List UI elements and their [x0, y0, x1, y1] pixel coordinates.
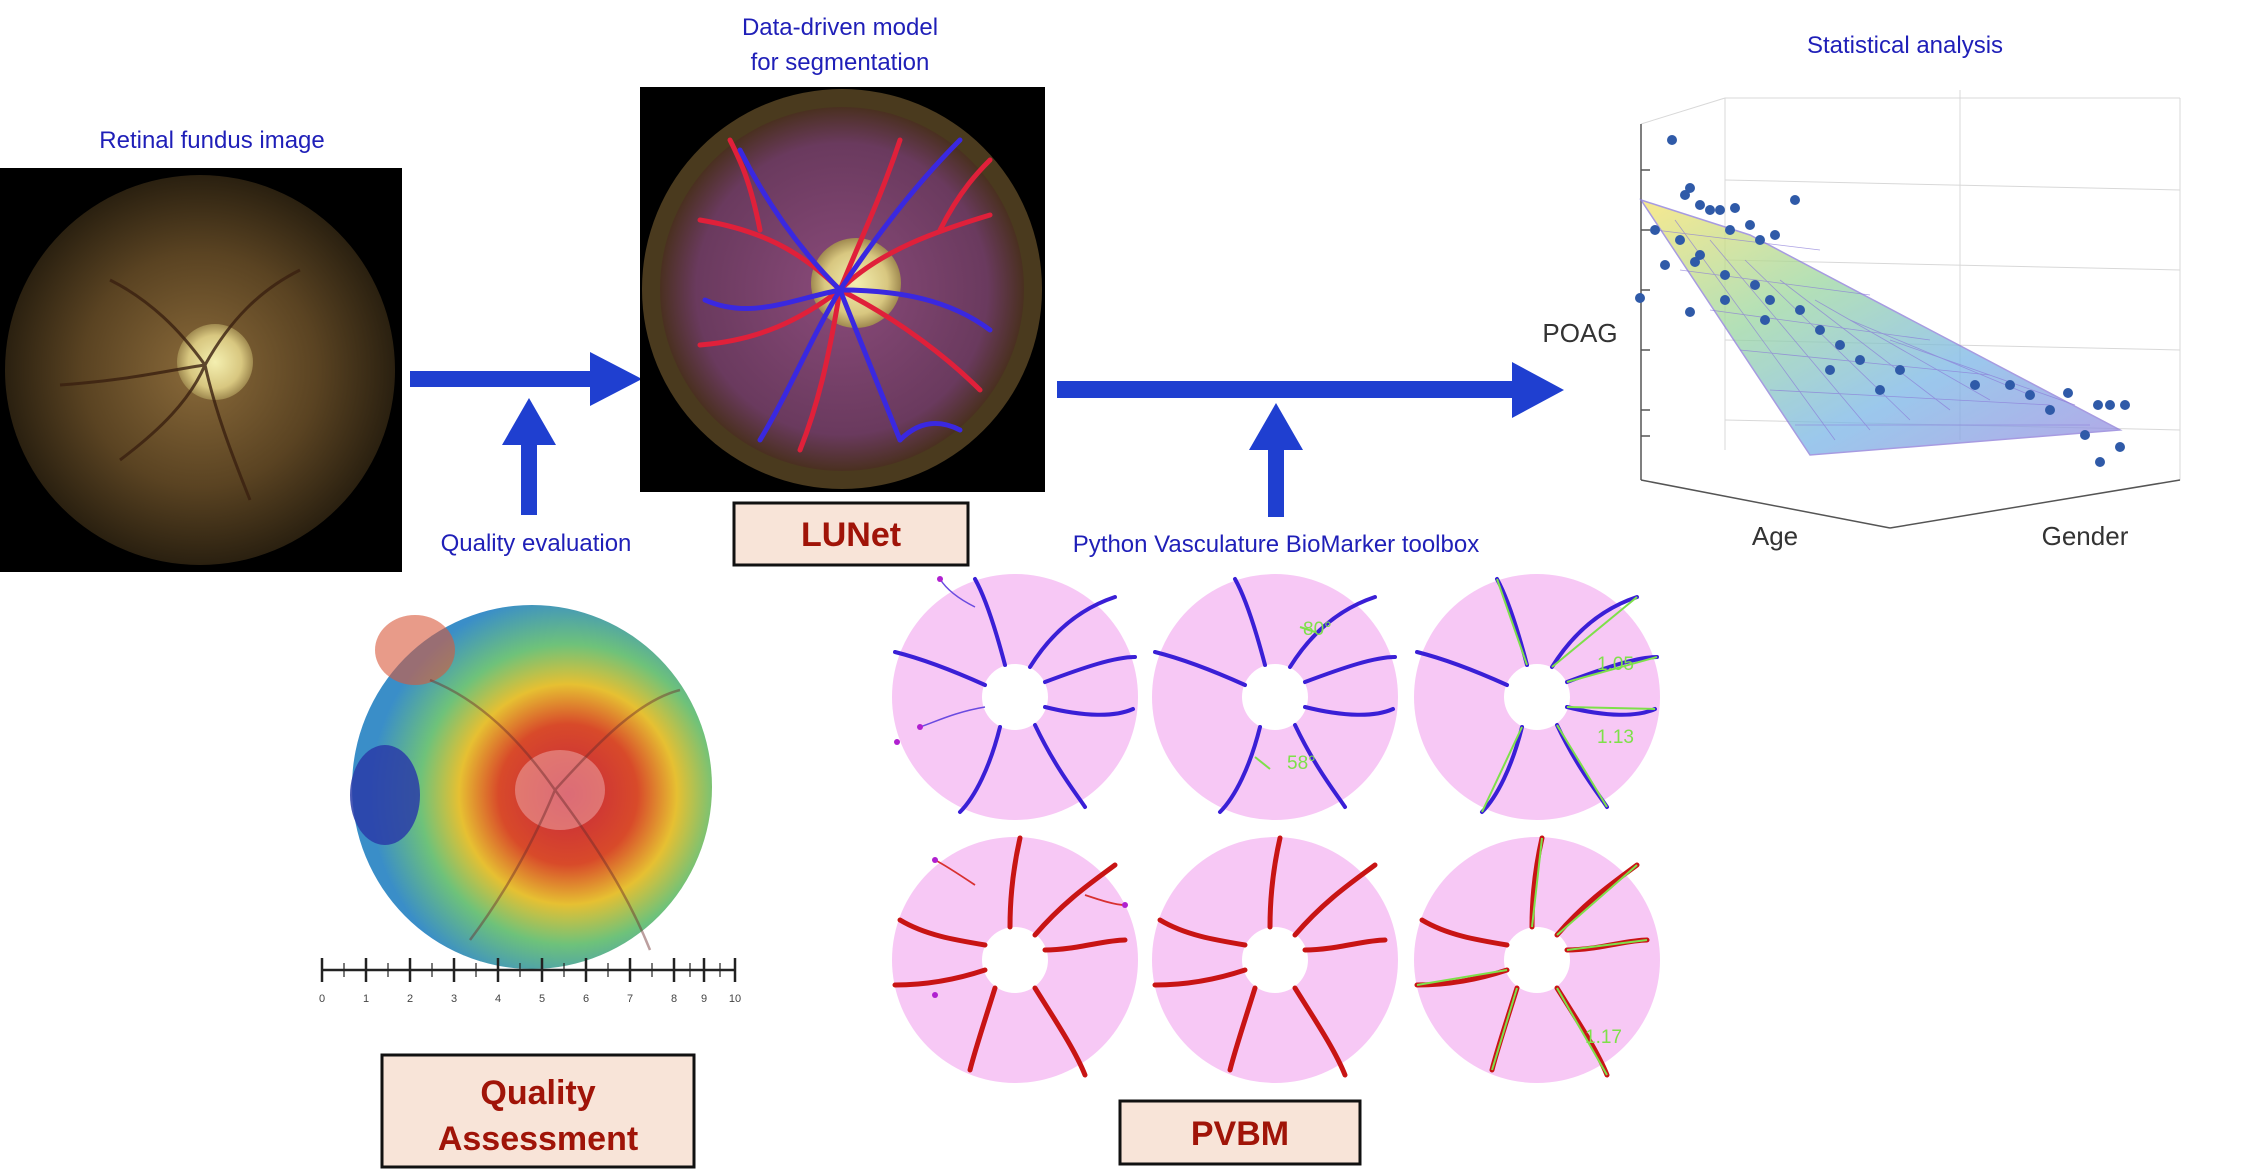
tortuosity-annotation-b: 1.13 [1597, 727, 1634, 748]
pvbm-disc-tortuosity: 1.17 [1414, 835, 1660, 1083]
tortuosity-annotation-c: 1.17 [1585, 1027, 1622, 1048]
quality-assessment-label-line2: Assessment [438, 1120, 638, 1158]
pvbm-disc-angles: 80° 58° [1152, 574, 1398, 820]
arrow-up-icon [502, 398, 556, 515]
statistical-3d-plot: POAG Age Gender [1542, 90, 2181, 551]
quality-heatmap [350, 605, 712, 969]
pvbm-disc [1152, 835, 1398, 1083]
scale-tick: 9 [701, 993, 707, 1005]
plot-ylabel: POAG [1542, 318, 1617, 348]
scale-tick: 3 [451, 993, 457, 1005]
scale-tick: 4 [495, 993, 501, 1005]
pvbm-disc [892, 835, 1138, 1083]
pvbm-label: PVBM [1191, 1115, 1289, 1153]
arrow-up-icon [1249, 403, 1303, 517]
scale-tick: 5 [539, 993, 545, 1005]
plot-xlabel: Age [1752, 521, 1798, 551]
quality-assessment-label-line1: Quality [480, 1074, 595, 1112]
plot-zlabel: Gender [2042, 521, 2129, 551]
quality-assessment-box: Quality Assessment [380, 1053, 696, 1169]
scale-tick: 2 [407, 993, 413, 1005]
quality-scale: 0 1 2 3 4 5 6 7 8 9 10 [319, 958, 741, 1005]
fundus-caption: Retinal fundus image [99, 127, 324, 154]
pvbm-box: PVBM [1118, 1099, 1362, 1166]
scale-tick: 8 [671, 993, 677, 1005]
angle-annotation-bottom: 58° [1287, 753, 1316, 774]
arrow-right-icon [410, 352, 642, 406]
scale-tick: 0 [319, 993, 325, 1005]
stats-caption: Statistical analysis [1807, 32, 2003, 59]
segmentation-image [640, 87, 1045, 492]
arrow-right-icon [1057, 362, 1564, 418]
quality-evaluation-caption: Quality evaluation [441, 530, 632, 557]
lunet-box: LUNet [732, 501, 970, 567]
scale-tick: 1 [363, 993, 369, 1005]
scale-tick: 10 [729, 993, 741, 1005]
pvbm-toolbox-caption: Python Vasculature BioMarker toolbox [1073, 531, 1479, 558]
pvbm-disc-tortuosity: 1.05 1.13 [1414, 574, 1660, 820]
fundus-image [0, 168, 402, 572]
lunet-label: LUNet [801, 516, 901, 554]
scale-tick: 6 [583, 993, 589, 1005]
model-caption-line1: Data-driven model [742, 14, 938, 41]
pvbm-disc [892, 574, 1138, 820]
angle-annotation-top: 80° [1303, 619, 1332, 640]
model-caption-line2: for segmentation [751, 49, 930, 76]
scale-tick: 7 [627, 993, 633, 1005]
tortuosity-annotation-a: 1.05 [1597, 654, 1634, 675]
